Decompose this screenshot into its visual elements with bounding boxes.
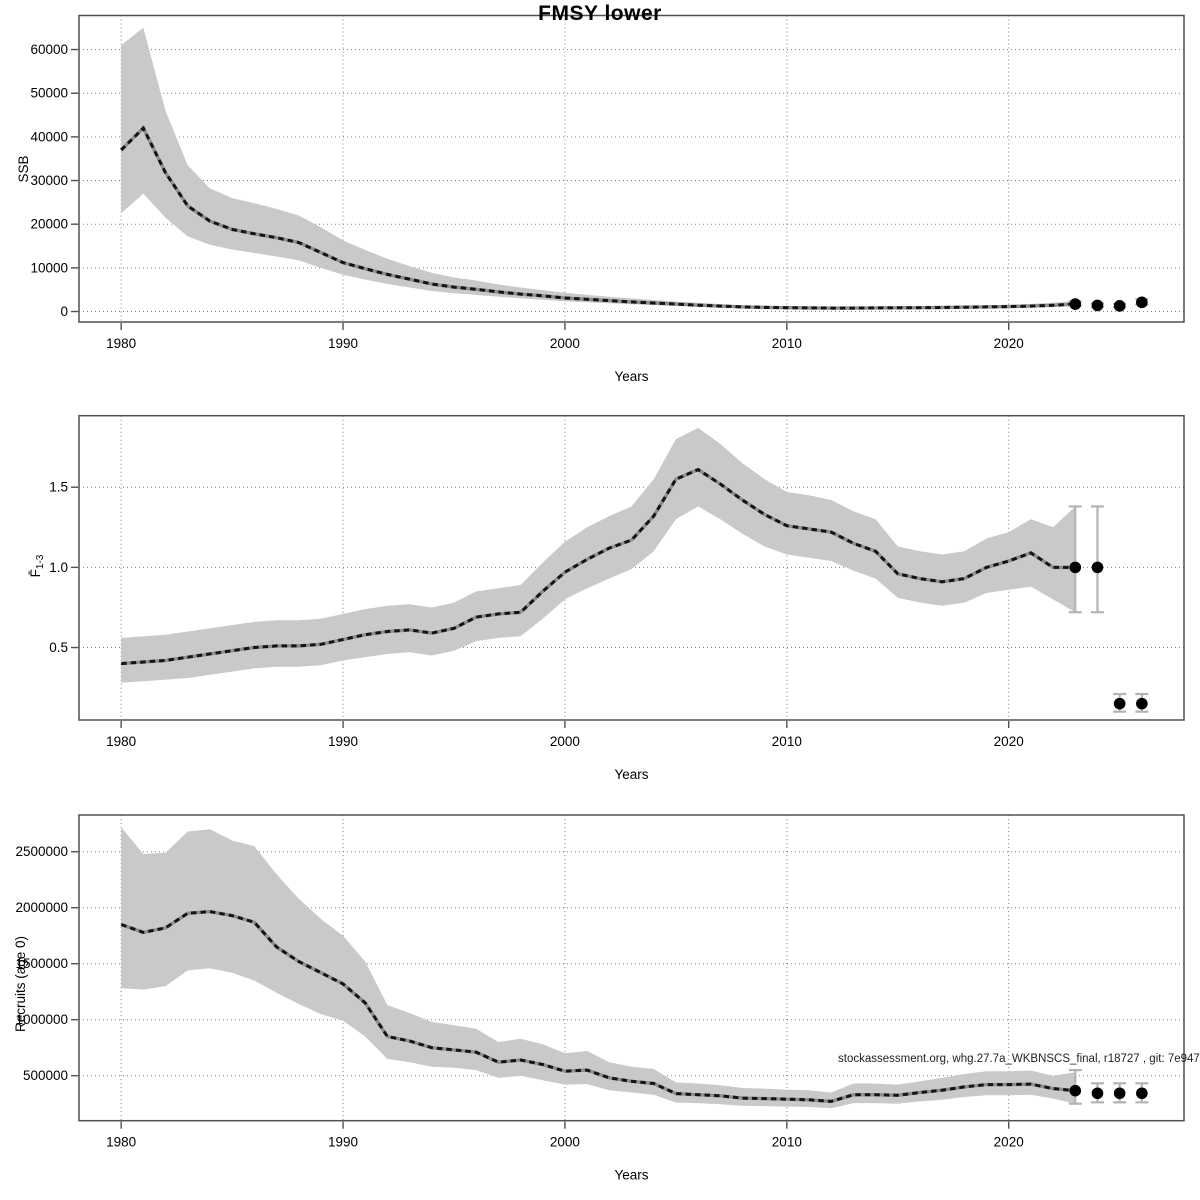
x-tick-label: 1980 bbox=[106, 1135, 136, 1150]
y-tick-label: 500000 bbox=[23, 1068, 68, 1083]
y-tick-label: 40000 bbox=[30, 129, 68, 144]
y-tick-label: 2000000 bbox=[15, 900, 68, 915]
fbar-panel: 1980 1990 2000 2010 2020 0.5 1.0 1.5 Years F̄1-3 bbox=[28, 414, 1185, 782]
y-axis-title: Recruits (age 0) bbox=[13, 936, 28, 1032]
y-tick-label: 1.0 bbox=[49, 560, 68, 575]
x-tick-label: 2000 bbox=[550, 1135, 580, 1150]
recruits-panel: 1980 1990 2000 2010 2020 500000 1000000 1500000… bbox=[13, 814, 1200, 1183]
x-tick-label: 2010 bbox=[772, 336, 802, 351]
forecast-dot bbox=[1069, 561, 1082, 574]
x-tick-label: 2000 bbox=[550, 734, 580, 749]
figure-title: FMSY lower bbox=[538, 2, 662, 25]
x-tick-label: 1990 bbox=[328, 336, 358, 351]
watermark-text: stockassessment.org, whg.27.7a_WKBNSCS_f… bbox=[838, 1053, 1200, 1065]
y-tick-label: 50000 bbox=[30, 86, 68, 101]
x-tick-label: 1980 bbox=[106, 336, 136, 351]
forecast-dot bbox=[1136, 296, 1148, 309]
error-bar bbox=[1068, 505, 1082, 614]
x-tick-label: 2000 bbox=[550, 336, 580, 351]
forecast-dot bbox=[1091, 299, 1104, 312]
y-tick-label: 10000 bbox=[30, 260, 68, 275]
error-bar bbox=[1090, 505, 1104, 614]
forecast-dot bbox=[1113, 697, 1126, 710]
forecast-dot bbox=[1091, 561, 1104, 574]
x-tick-label: 1990 bbox=[328, 734, 358, 749]
y-tick-label: 1.5 bbox=[49, 480, 68, 495]
plot-border bbox=[78, 14, 1185, 323]
x-tick-label: 1990 bbox=[328, 1135, 358, 1150]
y-tick-label: 30000 bbox=[30, 173, 68, 188]
estimate-line bbox=[121, 467, 1076, 666]
x-tick-label: 2010 bbox=[772, 734, 802, 749]
y-tick-label: 2500000 bbox=[15, 844, 68, 859]
y-tick-label: 20000 bbox=[30, 217, 68, 232]
x-tick-label: 1980 bbox=[106, 734, 136, 749]
confidence-band bbox=[121, 27, 1076, 309]
forecast-dot bbox=[1113, 1087, 1126, 1100]
forecast-dot bbox=[1069, 1084, 1082, 1097]
ssb-panel: 1980 1990 2000 2010 2020 0 10000 20000 30000 4000… bbox=[16, 14, 1185, 384]
x-tick-label: 2020 bbox=[994, 1135, 1024, 1150]
forecast-dot bbox=[1113, 300, 1126, 312]
y-axis-title: F̄1-3 bbox=[28, 554, 46, 577]
forecast-dot bbox=[1136, 1087, 1148, 1100]
x-axis-title: Years bbox=[614, 1168, 648, 1183]
y-tick-label: 1500000 bbox=[15, 956, 68, 971]
confidence-band bbox=[121, 827, 1076, 1109]
plot-border bbox=[78, 814, 1185, 1122]
y-tick-label: 0.5 bbox=[49, 640, 68, 655]
x-axis-title: Years bbox=[614, 369, 648, 384]
x-tick-label: 2020 bbox=[994, 336, 1024, 351]
x-axis-title: Years bbox=[614, 767, 648, 782]
y-tick-label: 1000000 bbox=[15, 1012, 68, 1027]
estimate-line bbox=[120, 910, 1076, 1103]
y-axis-title: SSB bbox=[16, 155, 31, 182]
forecast-dot bbox=[1136, 697, 1148, 710]
estimate-line bbox=[120, 125, 1076, 310]
y-tick-label: 60000 bbox=[30, 42, 68, 57]
x-tick-label: 2010 bbox=[772, 1135, 802, 1150]
forecast-dot bbox=[1091, 1087, 1104, 1100]
y-tick-label: 0 bbox=[60, 304, 68, 319]
x-tick-label: 2020 bbox=[994, 734, 1024, 749]
plot-border bbox=[78, 414, 1185, 721]
forecast-dot bbox=[1069, 298, 1082, 310]
